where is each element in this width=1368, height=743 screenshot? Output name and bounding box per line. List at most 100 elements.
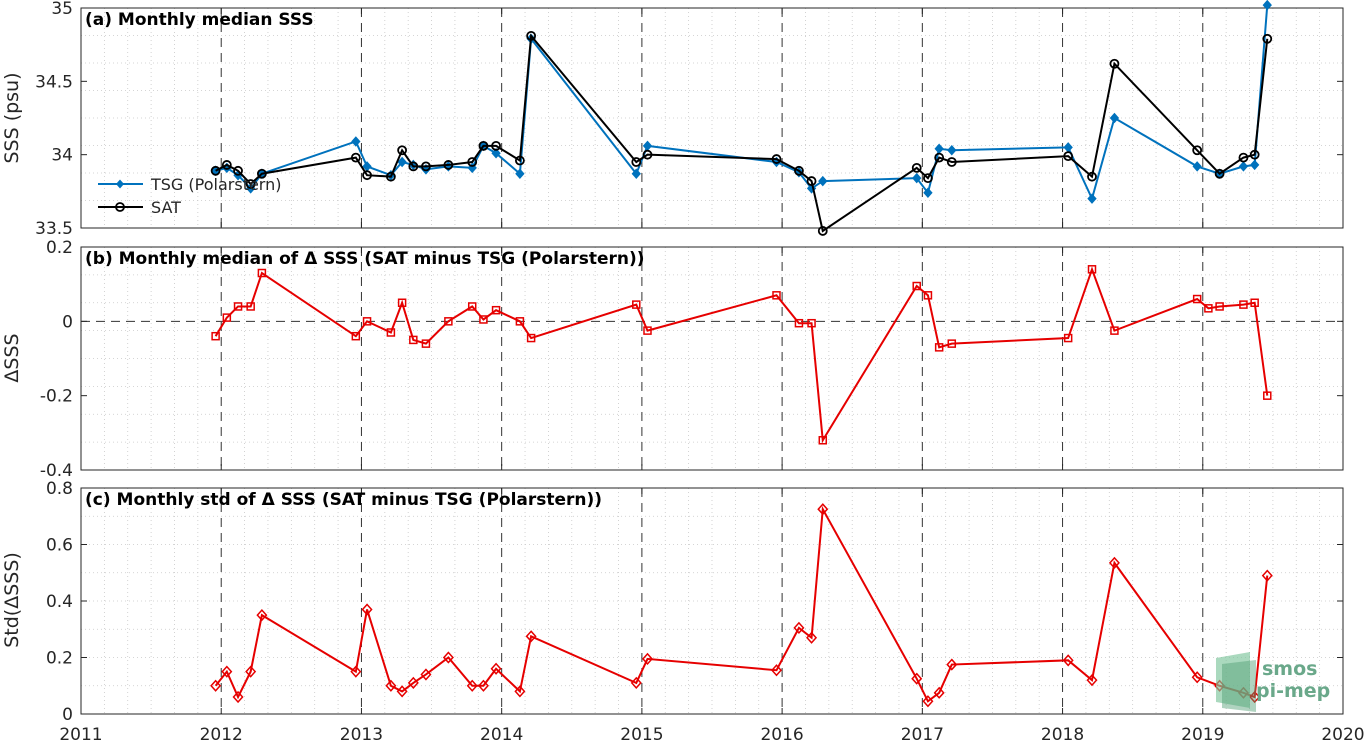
data-point	[806, 176, 817, 186]
data-point	[444, 317, 453, 326]
x-tick-label: 2020	[1321, 725, 1364, 743]
logo-text-pimep: pi-mep	[1256, 680, 1330, 702]
data-point	[350, 152, 361, 163]
data-point	[818, 175, 828, 187]
data-point	[1238, 152, 1249, 163]
data-point	[1249, 159, 1260, 171]
data-point	[421, 339, 431, 348]
data-point	[772, 291, 781, 300]
panel-title: (c) Monthly std of Δ SSS (SAT minus TSG …	[85, 490, 602, 510]
x-tick-label: 2014	[480, 725, 523, 743]
data-point	[351, 331, 361, 341]
y-axis-label: ΔSSS	[1, 333, 23, 382]
data-point	[934, 343, 944, 352]
data-point	[442, 651, 454, 664]
legend-marker-sat	[115, 202, 125, 212]
x-tick-label: 2019	[1181, 725, 1224, 743]
data-point	[232, 690, 244, 704]
data-point	[466, 679, 478, 692]
data-point	[631, 157, 642, 167]
data-point	[396, 685, 408, 698]
logo-text-smos: smos	[1262, 658, 1317, 680]
data-point	[771, 154, 782, 164]
data-point	[946, 157, 957, 167]
panel-title: (a) Monthly median SSS	[85, 10, 314, 30]
data-point	[1108, 556, 1120, 569]
data-point	[923, 291, 933, 300]
data-point	[1109, 58, 1120, 69]
data-point	[233, 302, 243, 311]
data-point	[1262, 33, 1273, 44]
data-point	[1192, 161, 1202, 172]
data-point	[256, 168, 267, 179]
data-point	[443, 160, 454, 170]
data-point	[490, 662, 502, 675]
data-point	[911, 162, 922, 173]
data-point	[1249, 690, 1261, 704]
y-tick-label: 33.5	[35, 219, 73, 239]
legend-label-sat: SAT	[151, 198, 181, 217]
y-tick-label: 35	[51, 0, 73, 19]
data-point	[911, 672, 923, 685]
legend-label-tsg: TSG (Polarstern)	[150, 175, 281, 194]
data-point	[221, 160, 232, 170]
data-point	[362, 170, 372, 181]
y-tick-label: 0	[62, 312, 73, 332]
data-point	[397, 298, 407, 307]
data-point	[642, 149, 653, 160]
data-point	[946, 658, 958, 671]
data-point	[386, 328, 396, 337]
data-point	[397, 145, 408, 156]
data-point	[1087, 193, 1097, 204]
data-point	[1086, 673, 1098, 687]
data-point	[1238, 161, 1249, 172]
y-axis-label: Std(ΔSSS)	[1, 552, 23, 648]
data-point	[1214, 168, 1225, 179]
data-point	[817, 226, 828, 236]
series-line-delta	[214, 505, 1269, 703]
axes-frame	[80, 246, 1344, 471]
data-point	[350, 665, 362, 678]
data-point	[222, 313, 232, 322]
data-point	[1062, 654, 1074, 667]
data-point	[947, 339, 957, 348]
data-point	[912, 172, 922, 184]
data-point	[912, 281, 921, 291]
y-tick-label: -0.2	[40, 387, 73, 407]
x-tick-label: 2011	[59, 725, 102, 743]
data-point	[210, 165, 221, 176]
data-point	[818, 436, 828, 445]
data-point	[514, 155, 525, 166]
data-point	[933, 686, 945, 699]
data-point	[1063, 151, 1074, 162]
data-point	[525, 630, 537, 643]
data-point	[245, 179, 256, 189]
data-point	[632, 300, 641, 309]
data-point	[491, 305, 501, 315]
x-tick-label: 2017	[901, 725, 944, 743]
data-point	[515, 168, 525, 179]
data-point	[256, 609, 268, 622]
data-point	[409, 335, 418, 345]
data-point	[643, 326, 652, 335]
data-point	[385, 171, 396, 182]
y-tick-label: 0.2	[46, 238, 73, 258]
data-point	[1192, 294, 1202, 304]
data-point	[351, 136, 361, 147]
y-tick-label: 0.4	[46, 592, 73, 612]
data-point	[807, 318, 816, 328]
y-tick-label: 0.2	[46, 649, 73, 669]
x-tick-label: 2016	[760, 725, 803, 743]
legend: TSG (Polarstern) SAT	[98, 175, 281, 217]
data-point	[1239, 300, 1248, 309]
data-point	[515, 317, 525, 326]
data-point	[922, 695, 934, 708]
data-point	[361, 603, 373, 616]
data-point	[257, 268, 267, 278]
x-tick-label: 2018	[1041, 725, 1084, 743]
data-point	[491, 140, 501, 151]
data-point	[514, 685, 526, 698]
data-point	[770, 664, 783, 677]
axes-frame	[80, 7, 1344, 229]
data-point	[630, 676, 642, 690]
